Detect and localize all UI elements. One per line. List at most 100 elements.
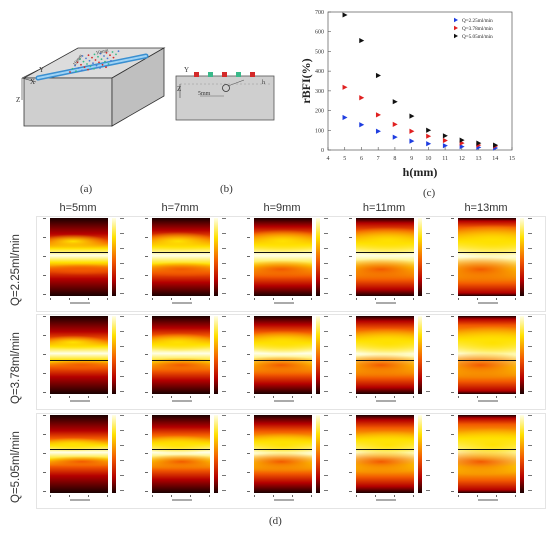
y-tick-label: 700 [315,10,324,16]
vessel-depth-line [254,449,312,450]
legend-entry: Q=5.05ml/min [462,34,493,40]
colorbar [520,316,524,394]
y-axis-ticks [448,218,454,296]
data-point [359,37,365,44]
colorbar [520,415,524,493]
data-point [375,72,381,79]
colorbar [112,316,116,394]
data-point [359,122,365,128]
colorbar-ticks [222,316,228,394]
detector-dot [103,55,105,57]
detector-dot [93,53,96,56]
detector-dot [101,63,104,66]
diagram-b-axis-z: Z [177,85,182,93]
y-axis-ticks [142,415,148,493]
x-axis-label-mark [376,302,396,304]
heatmap-panel [40,218,130,306]
x-axis-label-mark [376,400,396,402]
detector-dot [107,63,110,65]
y-axis-ticks [346,415,352,493]
legend-marker [454,25,458,31]
colorbar-ticks [426,218,432,296]
colorbar-ticks [324,218,330,296]
row-header: Q=3.78ml/min [10,332,22,404]
x-axis-label: h(mm) [403,165,438,179]
x-tick-label: 12 [459,156,465,162]
vessel-depth-line [152,360,210,361]
detector-dot [91,56,93,59]
x-axis-ticks [152,396,210,402]
x-axis-ticks [50,396,108,402]
detector-dot [115,53,117,56]
y-tick-label: 600 [315,30,324,36]
diagram-a-axis-x: X [30,78,36,86]
colorbar-ticks [120,415,126,493]
detector-dot [86,63,88,65]
detector-dot-grid [69,50,120,73]
x-tick-label: 4 [327,156,330,162]
heatmap-panel [346,316,436,404]
detector-dot [105,51,108,54]
detector-dot [82,60,85,63]
heatmap-image [356,218,414,296]
x-axis-label-mark [70,302,90,304]
vessel-depth-line [458,449,516,450]
x-axis-label-mark [274,499,294,501]
y-axis-ticks [244,415,250,493]
heatmap-image [152,218,210,296]
heatmap-image [50,218,108,296]
heatmap-panel [244,415,334,503]
caption-d: (d) [269,515,282,527]
heatmap-panel [244,218,334,306]
detector-dot [81,69,83,72]
detector-dot [99,52,102,55]
heatmap-panel [142,316,232,404]
detector-dot [104,60,106,63]
diagram-b-label-h: h [262,80,265,86]
y-tick-label: 200 [315,109,324,115]
heatmap-image [458,218,516,296]
detector-dot [87,54,90,57]
x-axis-label-mark [70,499,90,501]
x-tick-label: 9 [410,156,413,162]
diagram-b-section [175,72,275,121]
row-header: Q=2.25ml/min [10,234,22,306]
x-axis-ticks [458,396,516,402]
heatmap-panel [40,415,130,503]
x-tick-label: 11 [442,156,448,162]
legend-entry: Q=2.25ml/min [462,18,493,24]
x-tick-label: 15 [509,156,515,162]
vessel-depth-line [458,252,516,253]
data-point [342,114,348,121]
detector-dot [95,64,98,67]
data-point [392,134,398,140]
colorbar [112,218,116,296]
colorbar-ticks [324,316,330,394]
colorbar-ticks [222,218,228,296]
x-axis-ticks [254,396,312,402]
heatmap-row-frame [36,413,546,509]
detector-dot [100,58,103,61]
data-point [426,133,432,139]
detector-dot [105,66,107,69]
colorbar [214,218,218,296]
data-point [392,99,398,105]
vessel-depth-line [356,449,414,450]
detector-dot [83,66,86,69]
vessel-depth-line [254,252,312,253]
x-axis-ticks [152,298,210,304]
detector-dot [85,57,87,60]
detector-dot [93,67,95,70]
y-axis-ticks [142,316,148,394]
heatmap-image [356,415,414,493]
heatmap-panel [346,415,436,503]
diagram-a-axis-y: Y [39,66,45,74]
colorbar [214,415,218,493]
heatmap-panel [40,316,130,404]
detector-dot [87,68,89,71]
y-axis-ticks [40,218,46,296]
colorbar-ticks [324,415,330,493]
heatmap-panel [142,218,232,306]
detector-dot [79,58,81,61]
vessel-depth-line [458,360,516,361]
